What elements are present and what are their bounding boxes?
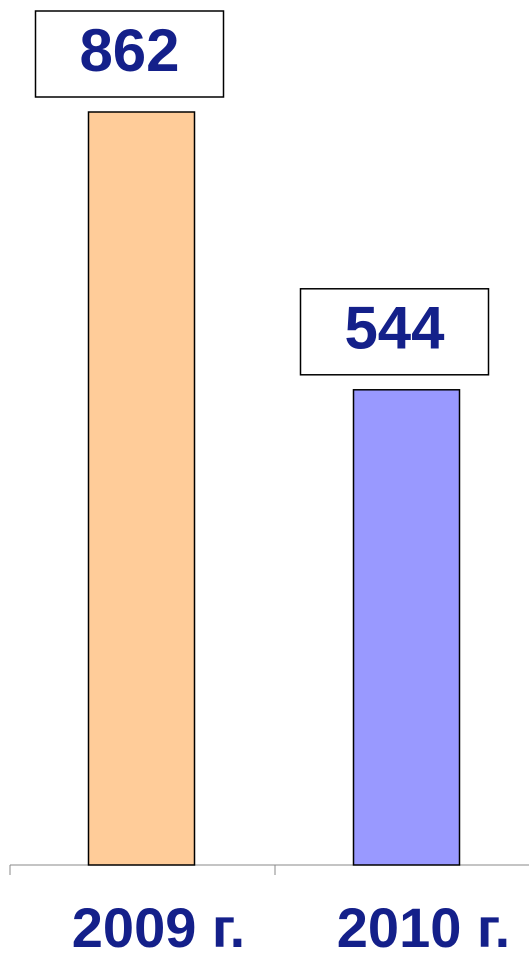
bar [352, 389, 461, 866]
value-label-box [299, 288, 490, 376]
bar [87, 111, 196, 866]
value-label-box [34, 10, 225, 98]
x-tick-label: 2009 г. [72, 896, 245, 954]
value-label: 862 [79, 17, 179, 84]
x-tick-label: 2010 г. [337, 896, 510, 954]
value-label: 544 [344, 295, 445, 362]
